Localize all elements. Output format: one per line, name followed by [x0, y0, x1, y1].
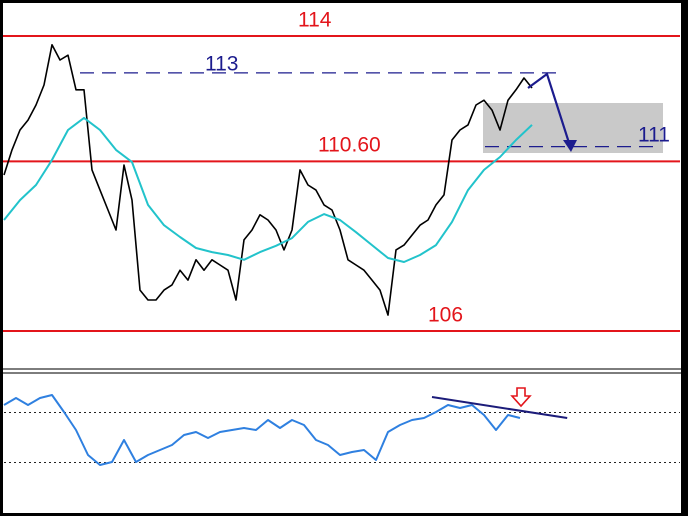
level-label: 110.60 — [318, 134, 381, 157]
forecast-arrow — [527, 72, 572, 147]
series-line — [3, 44, 533, 316]
series-line — [431, 396, 568, 419]
series-line — [3, 116, 533, 263]
plot: 114 113 110.60 111 106 — [0, 9, 680, 466]
forecast-arrowhead — [563, 140, 577, 152]
level-label: 106 — [428, 304, 463, 327]
level-label: 111 — [638, 124, 670, 147]
signal-arrow — [510, 387, 532, 408]
level-label: 114 — [298, 9, 332, 32]
series-line — [3, 394, 521, 466]
level-label: 113 — [205, 53, 238, 76]
